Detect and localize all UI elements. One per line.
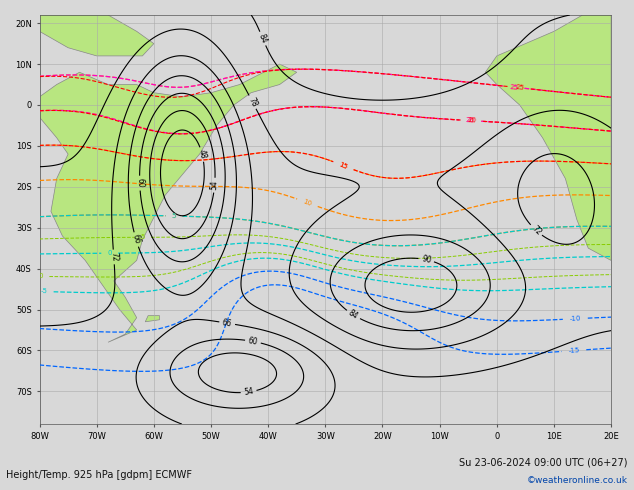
Text: 48: 48	[197, 149, 207, 160]
Text: 84: 84	[347, 308, 359, 321]
Text: 54: 54	[210, 180, 219, 191]
Text: 60: 60	[247, 336, 259, 347]
Polygon shape	[39, 15, 154, 56]
Text: 10: 10	[302, 198, 313, 207]
Text: 25: 25	[509, 84, 519, 91]
Text: -10: -10	[569, 316, 581, 322]
Text: 25: 25	[515, 84, 524, 91]
Text: 78: 78	[247, 96, 259, 108]
Text: 84: 84	[257, 32, 269, 45]
Polygon shape	[145, 316, 160, 322]
Text: 0: 0	[39, 273, 43, 279]
Text: 72: 72	[109, 252, 119, 262]
Text: 20: 20	[466, 117, 475, 124]
Text: 15: 15	[338, 161, 349, 170]
Text: 5: 5	[172, 213, 176, 219]
Text: 60: 60	[135, 178, 145, 188]
Polygon shape	[486, 15, 611, 261]
Text: Su 23-06-2024 09:00 UTC (06+27): Su 23-06-2024 09:00 UTC (06+27)	[459, 458, 628, 468]
Text: 20: 20	[467, 118, 477, 124]
Polygon shape	[39, 64, 297, 342]
Text: -5: -5	[41, 289, 48, 294]
Text: 66: 66	[131, 234, 142, 245]
Text: 5: 5	[141, 234, 145, 240]
Text: -15: -15	[568, 347, 579, 354]
Text: ©weatheronline.co.uk: ©weatheronline.co.uk	[527, 476, 628, 485]
Text: 54: 54	[243, 387, 254, 397]
Text: 20: 20	[466, 117, 475, 124]
Text: 0: 0	[107, 250, 112, 256]
Text: 66: 66	[222, 318, 233, 328]
Text: Height/Temp. 925 hPa [gdpm] ECMWF: Height/Temp. 925 hPa [gdpm] ECMWF	[6, 470, 192, 480]
Text: 25: 25	[509, 84, 519, 91]
Text: 15: 15	[338, 161, 349, 170]
Text: 90: 90	[420, 254, 432, 265]
Text: 72: 72	[529, 224, 543, 237]
Text: 5: 5	[172, 213, 176, 219]
